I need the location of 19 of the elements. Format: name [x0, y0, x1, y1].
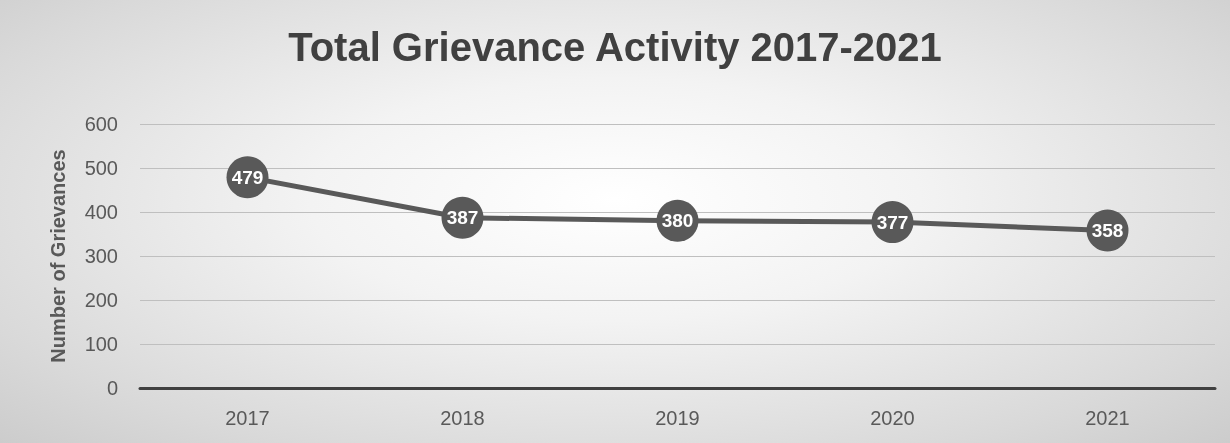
- y-axis-title: Number of Grievances: [47, 149, 69, 363]
- y-tick-label: 0: [106, 377, 118, 399]
- data-label: 377: [876, 211, 909, 233]
- data-label: 479: [231, 166, 264, 188]
- y-tick-label: 300: [84, 245, 118, 267]
- chart-title: Total Grievance Activity 2017-2021: [288, 25, 942, 69]
- x-tick-label: 2018: [440, 407, 485, 429]
- x-tick-label: 2021: [1085, 407, 1130, 429]
- x-tick-label: 2020: [870, 407, 915, 429]
- y-tick-label: 600: [84, 113, 118, 135]
- y-tick-label: 100: [84, 333, 118, 355]
- x-tick-label: 2019: [655, 407, 700, 429]
- x-tick-label: 2017: [225, 407, 270, 429]
- data-label: 380: [661, 210, 694, 232]
- y-tick-label: 500: [84, 157, 118, 179]
- data-label: 387: [446, 207, 479, 229]
- y-tick-label: 400: [84, 201, 118, 223]
- y-tick-label: 200: [84, 289, 118, 311]
- data-label: 358: [1091, 219, 1124, 241]
